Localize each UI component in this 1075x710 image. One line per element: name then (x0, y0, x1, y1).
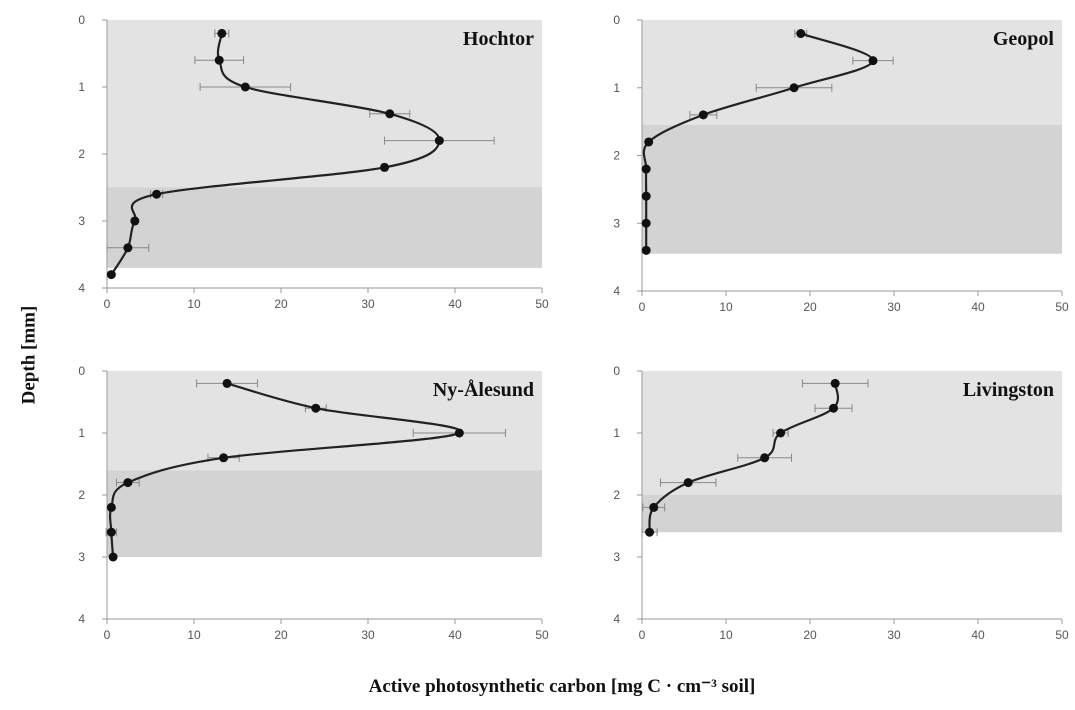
data-point (789, 83, 799, 93)
panel-title: Geopol (993, 28, 1055, 50)
data-point (641, 245, 651, 255)
series-line (642, 32, 875, 251)
panel-title: Ny-Ålesund (433, 378, 534, 401)
data-point (106, 527, 116, 537)
data-point (776, 428, 786, 438)
data-point (649, 502, 659, 512)
data-point (641, 218, 651, 228)
x-tick-label: 10 (187, 297, 201, 311)
data-point (454, 428, 464, 438)
panel-title: Hochtor (463, 28, 534, 50)
data-point (217, 28, 227, 38)
data-point (644, 137, 654, 147)
depth-band-light (107, 20, 542, 188)
series-line (108, 382, 462, 558)
data-point (683, 478, 693, 488)
y-tick-label: 3 (78, 550, 85, 564)
y-tick-label: 4 (613, 284, 620, 298)
data-point (123, 243, 133, 253)
x-tick-label: 0 (104, 628, 111, 642)
data-point (641, 191, 651, 201)
data-point (106, 502, 116, 512)
x-tick-label: 50 (535, 297, 549, 311)
y-tick-label: 1 (78, 80, 85, 94)
data-point (641, 164, 651, 174)
y-tick-label: 0 (78, 364, 85, 378)
data-point (380, 162, 390, 172)
x-tick-label: 40 (971, 628, 985, 642)
x-tick-label: 30 (361, 628, 375, 642)
x-tick-label: 30 (361, 297, 375, 311)
y-tick-label: 2 (613, 488, 620, 502)
x-tick-label: 30 (887, 628, 901, 642)
data-point (698, 110, 708, 120)
y-tick-label: 1 (78, 426, 85, 440)
x-axis-title: Active photosynthetic carbon [mg C · cm⁻… (369, 676, 756, 697)
x-tick-label: 10 (719, 628, 733, 642)
y-tick-label: 2 (78, 488, 85, 502)
depth-band-dark (642, 125, 1062, 254)
x-tick-label: 20 (803, 628, 817, 642)
y-tick-label: 4 (613, 612, 620, 626)
data-point (130, 216, 140, 226)
y-tick-label: 0 (613, 13, 620, 27)
depth-band-dark (107, 187, 542, 268)
x-tick-label: 30 (887, 300, 901, 314)
data-point (385, 109, 395, 119)
x-tick-label: 20 (803, 300, 817, 314)
data-point (214, 55, 224, 65)
x-tick-label: 10 (187, 628, 201, 642)
data-point (645, 527, 655, 537)
data-point (796, 29, 806, 39)
depth-band-light (107, 371, 542, 471)
series-line (110, 33, 441, 276)
y-axis-title: Depth [mm] (18, 306, 39, 405)
x-tick-label: 50 (535, 628, 549, 642)
y-tick-label: 4 (78, 281, 85, 295)
data-point (123, 478, 133, 488)
y-tick-label: 0 (78, 13, 85, 27)
data-point (222, 378, 232, 388)
x-tick-label: 10 (719, 300, 733, 314)
y-tick-label: 1 (613, 426, 620, 440)
data-point (830, 378, 840, 388)
depth-band-dark (642, 495, 1062, 533)
y-tick-label: 1 (613, 81, 620, 95)
data-point (311, 403, 321, 413)
y-tick-label: 3 (613, 550, 620, 564)
data-point (108, 552, 118, 562)
x-tick-label: 0 (104, 297, 111, 311)
x-tick-label: 40 (971, 300, 985, 314)
y-tick-label: 0 (613, 364, 620, 378)
y-tick-label: 2 (78, 147, 85, 161)
y-tick-label: 3 (78, 214, 85, 228)
panel-title: Livingston (963, 379, 1054, 401)
data-point (106, 270, 116, 280)
data-point (152, 189, 162, 199)
x-tick-label: 20 (274, 297, 288, 311)
y-tick-label: 4 (78, 612, 85, 626)
y-tick-label: 3 (613, 216, 620, 230)
x-tick-label: 40 (448, 297, 462, 311)
x-tick-label: 0 (639, 628, 646, 642)
depth-band-dark (107, 470, 542, 557)
data-point (868, 56, 878, 66)
x-tick-label: 0 (639, 300, 646, 314)
data-point (240, 82, 250, 92)
x-tick-label: 50 (1055, 628, 1069, 642)
x-tick-label: 40 (448, 628, 462, 642)
data-point (434, 136, 444, 146)
x-tick-label: 20 (274, 628, 288, 642)
y-tick-label: 2 (613, 149, 620, 163)
data-point (219, 453, 229, 463)
data-point (829, 403, 839, 413)
x-tick-label: 50 (1055, 300, 1069, 314)
data-point (760, 453, 770, 463)
